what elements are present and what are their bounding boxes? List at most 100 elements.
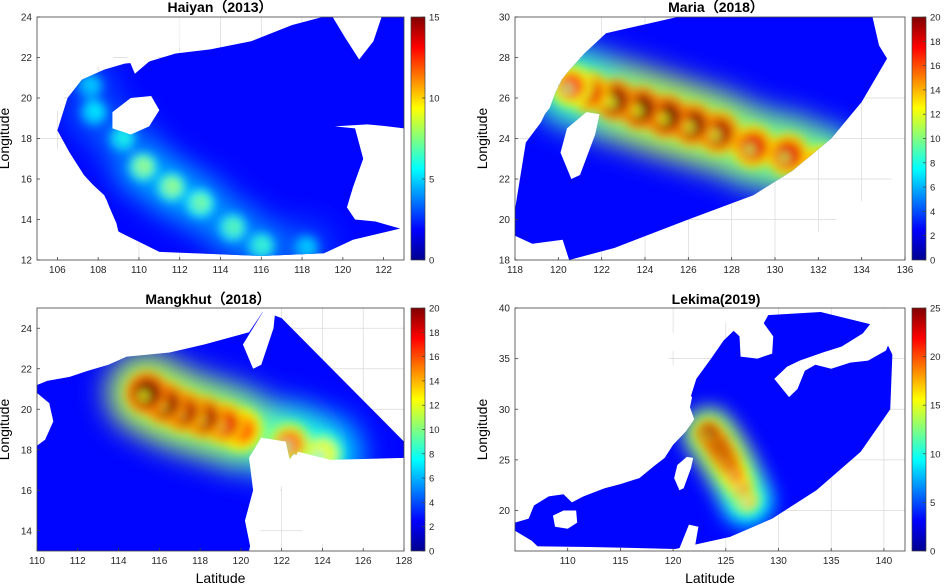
colorbar-tick-label: 15	[930, 401, 941, 412]
y-tick-label: 20	[21, 94, 33, 105]
x-tick-label: 106	[49, 265, 66, 276]
colorbar-tick-label: 20	[429, 304, 440, 315]
y-axis-label: Longitude	[474, 399, 490, 461]
y-tick-label: 18	[499, 256, 511, 267]
y-tick-label: 12	[21, 256, 33, 267]
colorbar-tick-label: 10	[429, 94, 440, 105]
colorbar-tick-label: 0	[930, 256, 935, 267]
colorbar-tick-label: 18	[429, 328, 440, 339]
colorbar-tick-label: 10	[429, 425, 440, 436]
y-tick-label: 22	[499, 175, 511, 186]
y-tick-label: 30	[499, 405, 511, 416]
x-tick-label: 120	[233, 556, 250, 567]
y-tick-label: 16	[21, 486, 33, 497]
x-tick-label: 110	[29, 556, 45, 567]
colorbar-tick-label: 2	[930, 231, 935, 242]
x-axis-label: Latitude	[685, 570, 735, 586]
colorbar-tick-label: 12	[930, 110, 941, 121]
x-tick-label: 118	[507, 265, 523, 276]
land	[37, 17, 404, 260]
y-axis-label: Longitude	[0, 399, 12, 461]
x-tick-label: 108	[90, 265, 107, 276]
track-point	[129, 153, 157, 181]
x-tick-label: 122	[273, 556, 290, 567]
panel-4: 110 115 120 125 130 135 140 20 25 30 35 40 Lekima(20…	[474, 291, 941, 586]
y-tick-label: 22	[21, 364, 33, 375]
land	[515, 308, 895, 551]
y-tick-label: 24	[21, 13, 33, 24]
axes-frame	[514, 307, 906, 552]
track-point	[186, 189, 214, 217]
colorbar-tick-label: 18	[930, 37, 941, 48]
x-tick-label: 116	[151, 556, 167, 567]
track-point	[80, 98, 108, 126]
track-point	[247, 232, 275, 256]
x-tick-label: 120	[665, 556, 682, 567]
y-tick-label: 26	[499, 94, 511, 105]
x-tick-label: 126	[355, 556, 372, 567]
colorbar-tick-label: 14	[429, 376, 440, 387]
x-tick-label: 130	[767, 265, 784, 276]
panel-2: 118 120 122 124 126 128 130 132 134 1361820222426…	[474, 0, 941, 276]
y-tick-label: 20	[21, 405, 33, 416]
y-tick-label: 24	[499, 134, 511, 145]
colorbar-tick-label: 0	[429, 256, 434, 267]
y-tick-label: 16	[21, 175, 33, 186]
x-tick-label: 122	[375, 265, 392, 276]
panel-title: Haiyan（2013）	[167, 0, 272, 15]
y-tick-label: 22	[21, 53, 33, 64]
y-axis-label: Longitude	[474, 108, 490, 170]
y-tick-label: 28	[499, 53, 511, 64]
colorbar-tick-label: 16	[930, 61, 941, 72]
x-tick-label: 134	[853, 265, 870, 276]
colorbar-tick-label: 25	[930, 304, 941, 315]
x-tick-label: 114	[111, 556, 127, 567]
colorbar-tick-label: 16	[429, 352, 440, 363]
x-tick-label: 110	[131, 265, 147, 276]
y-tick-label: 18	[21, 134, 33, 145]
x-tick-label: 122	[593, 265, 610, 276]
panel-1: 106 108 110 112 114 116 118 120 122 12 14 16 18 20 22 2…	[0, 0, 440, 276]
x-tick-label: 136	[897, 265, 914, 276]
colorbar-tick-label: 15	[429, 13, 440, 24]
colorbar-tick-label: 20	[930, 352, 941, 363]
panel-3: 110 112 114 116 118 120 122 124 126 1281416182022…	[0, 291, 440, 586]
x-tick-label: 115	[612, 556, 628, 567]
x-tick-label: 110	[560, 556, 576, 567]
x-tick-label: 135	[823, 556, 840, 567]
colorbar: 0 5 10 15 20 25	[911, 304, 941, 558]
x-tick-label: 112	[172, 265, 188, 276]
x-tick-label: 130	[770, 556, 787, 567]
colorbar-tick-label: 10	[930, 134, 941, 145]
colorbar-tick-label: 0	[429, 547, 434, 558]
y-tick-label: 35	[499, 354, 511, 365]
colorbar: 0 2 4 6 8 10 12 14 16 18 20	[410, 304, 440, 558]
y-tick-label: 40	[499, 304, 511, 315]
land	[515, 17, 905, 260]
x-tick-label: 118	[294, 265, 310, 276]
y-tick-label: 20	[499, 215, 511, 226]
colorbar-tick-label: 6	[930, 183, 935, 194]
y-tick-label: 25	[499, 455, 511, 466]
panel-title: Lekima(2019)	[672, 291, 761, 307]
track-point	[695, 420, 723, 448]
colorbar-tick-label: 8	[429, 449, 434, 460]
x-axis-label: Latitude	[196, 570, 246, 586]
x-tick-label: 124	[637, 265, 654, 276]
wave-field	[57, 17, 404, 256]
colorbar-tick-label: 14	[930, 85, 941, 96]
colorbar-tick-label: 4	[930, 207, 935, 218]
track-point	[767, 133, 809, 176]
axes-frame	[36, 307, 405, 552]
x-tick-label: 126	[680, 265, 697, 276]
track-point	[219, 214, 247, 242]
x-tick-label: 120	[334, 265, 351, 276]
panel-title: Mangkhut（2018）	[145, 291, 270, 307]
y-tick-label: 20	[499, 506, 511, 517]
track-point	[158, 173, 186, 201]
x-tick-label: 112	[70, 556, 86, 567]
x-tick-label: 128	[396, 556, 413, 567]
x-tick-label: 120	[550, 265, 567, 276]
colorbar-tick-label: 0	[930, 547, 935, 558]
